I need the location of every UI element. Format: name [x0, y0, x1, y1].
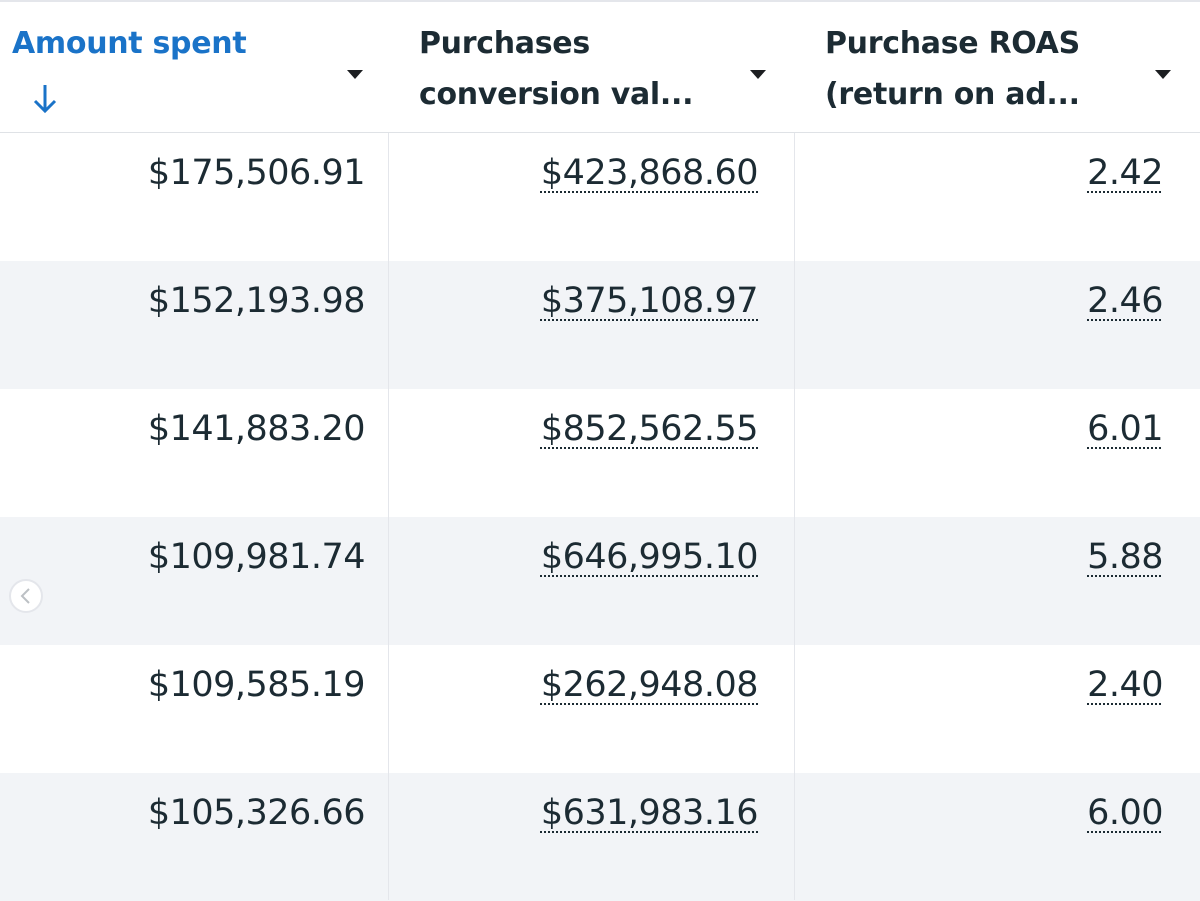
header-text: Amount spent: [12, 26, 247, 61]
sort-arrow: [33, 85, 57, 114]
scroll-left-button[interactable]: [6, 576, 46, 616]
header-text: conversion val...: [419, 77, 694, 112]
cell-value: $109,585.19: [147, 665, 366, 705]
table-row: $109,981.74 $646,995.10 5.88: [0, 517, 1200, 645]
table-row: $152,193.98 $375,108.97 2.46: [0, 261, 1200, 389]
cell-value: $152,193.98: [147, 281, 366, 321]
column-header[interactable]: Amount spent: [0, 0, 389, 133]
cell-value: $141,883.20: [147, 409, 366, 449]
header-text: (return on ad...: [825, 77, 1080, 112]
dropdown-icon[interactable]: [1153, 68, 1173, 82]
cell-value[interactable]: 2.42: [1087, 153, 1163, 193]
table-row: $105,326.66 $631,983.16 6.00: [0, 773, 1200, 901]
cell-value[interactable]: 2.46: [1087, 281, 1163, 321]
cell-value[interactable]: $646,995.10: [540, 537, 759, 577]
header-text: Purchase ROAS: [825, 26, 1080, 61]
cell-value[interactable]: $631,983.16: [540, 793, 759, 833]
cell-value[interactable]: $262,948.08: [540, 665, 759, 705]
table-row: $175,506.91 $423,868.60 2.42: [0, 133, 1200, 261]
column-header[interactable]: Purchases conversion val...: [389, 0, 795, 133]
cell-value[interactable]: $852,562.55: [540, 409, 759, 449]
cell-value: $105,326.66: [147, 793, 366, 833]
cell-value[interactable]: 5.88: [1087, 537, 1163, 577]
table-row: $109,585.19 $262,948.08 2.40: [0, 645, 1200, 773]
cell-value: $175,506.91: [147, 153, 366, 193]
dropdown-icon[interactable]: [748, 68, 768, 82]
column-divider: [388, 0, 389, 900]
cell-value: $109,981.74: [147, 537, 366, 577]
cell-value[interactable]: $423,868.60: [540, 153, 759, 193]
cell-value[interactable]: $375,108.97: [540, 281, 759, 321]
cell-value[interactable]: 2.40: [1087, 665, 1163, 705]
cell-value[interactable]: 6.01: [1087, 409, 1163, 449]
cell-value[interactable]: 6.00: [1087, 793, 1163, 833]
header-text: Purchases: [419, 26, 590, 61]
column-divider: [794, 0, 795, 900]
dropdown-icon[interactable]: [345, 68, 365, 82]
column-header[interactable]: Purchase ROAS (return on ad...: [795, 0, 1200, 133]
table-row: $141,883.20 $852,562.55 6.01: [0, 389, 1200, 517]
